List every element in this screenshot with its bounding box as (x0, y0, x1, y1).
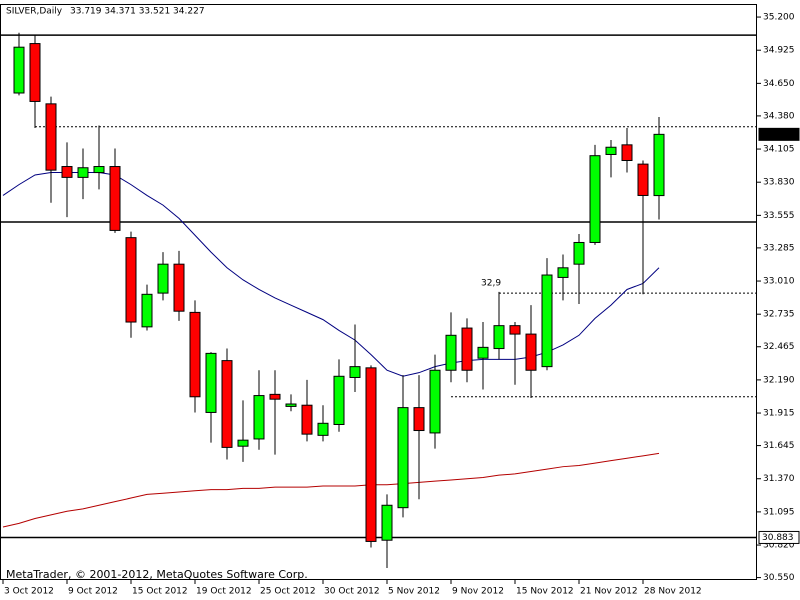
candle-body (381, 504, 393, 541)
candle-body (61, 166, 73, 178)
y-tick-label: 33.285 (763, 243, 795, 253)
price-label-box (758, 127, 800, 141)
candle-body (189, 311, 201, 398)
candle-body (13, 46, 25, 94)
y-tick-label: 34.650 (763, 79, 795, 89)
candle-body (509, 325, 521, 335)
candle-body (333, 375, 345, 425)
candle-body (589, 155, 601, 243)
y-tick-label: 33.830 (763, 178, 795, 188)
candle-body (573, 241, 585, 265)
candle-body (301, 404, 313, 435)
candle-body (45, 103, 57, 171)
candle-body (541, 274, 553, 368)
candle-body (157, 263, 169, 294)
candle-body (109, 166, 121, 231)
candle-body (461, 327, 473, 371)
candle-body (525, 333, 537, 371)
candle-body (77, 167, 89, 178)
candle-body (253, 395, 265, 440)
y-tick-label: 33.555 (763, 211, 795, 221)
candle-body (141, 293, 153, 328)
candle-body (445, 334, 457, 371)
candle-body (173, 263, 185, 312)
y-tick-label: 31.915 (763, 409, 795, 419)
x-tick-label: 9 Oct 2012 (68, 587, 118, 597)
y-tick-label: 32.465 (763, 342, 795, 352)
candle-body (429, 369, 441, 434)
y-tick-label: 32.190 (763, 375, 795, 385)
x-tick-label: 3 Oct 2012 (4, 587, 54, 597)
candle-body (269, 393, 281, 400)
x-tick-label: 15 Oct 2012 (132, 587, 188, 597)
footer: MetaTrader, © 2001-2012, MetaQuotes Soft… (6, 568, 308, 581)
candle-body (493, 325, 505, 350)
x-tick-label: 30 Oct 2012 (324, 587, 380, 597)
y-tick-label: 31.095 (763, 507, 795, 517)
candle-body (285, 403, 297, 407)
x-tick-label: 21 Nov 2012 (580, 587, 638, 597)
candle-body (413, 407, 425, 432)
candle-body (221, 360, 233, 448)
moving-average (2, 452, 660, 528)
y-tick-label: 33.010 (763, 277, 795, 287)
candle-body (317, 422, 329, 436)
x-tick-label: 5 Nov 2012 (388, 587, 440, 597)
candle-body (349, 366, 361, 378)
x-tick-label: 9 Nov 2012 (452, 587, 504, 597)
price-label: 30.883 (762, 533, 794, 543)
y-tick-label: 30.550 (763, 573, 795, 583)
x-tick-label: 28 Nov 2012 (644, 587, 702, 597)
candle-body (205, 352, 217, 413)
x-tick-label: 15 Nov 2012 (516, 587, 574, 597)
candle-body (125, 237, 137, 323)
y-tick-label: 34.105 (763, 145, 795, 155)
y-tick-label: 35.200 (763, 13, 795, 23)
candle-body (365, 367, 377, 542)
candle-body (397, 407, 409, 509)
plot-frame (0, 4, 757, 580)
candle-body (653, 133, 665, 197)
x-tick-label: 19 Oct 2012 (196, 587, 252, 597)
candle-body (29, 43, 41, 102)
candle-body (93, 166, 105, 174)
candle-body (637, 163, 649, 196)
price-label: 34.227 (762, 130, 794, 140)
y-tick-label: 34.380 (763, 111, 795, 121)
candle-body (621, 144, 633, 162)
y-tick-label: 31.645 (763, 441, 795, 451)
price-label-box (758, 530, 800, 544)
candle-body (557, 267, 569, 278)
title-values: 33.719 34.371 33.521 34.227 (70, 7, 205, 17)
annotation: 32,9 (481, 279, 501, 289)
y-tick-label: 30.820 (763, 541, 795, 551)
x-tick-label: 25 Oct 2012 (260, 587, 316, 597)
y-tick-label: 31.370 (763, 474, 795, 484)
candle-body (237, 439, 249, 447)
chart-title: SILVER,Daily (6, 7, 63, 17)
y-tick-label: 32.735 (763, 310, 795, 320)
candle-body (477, 346, 489, 359)
candle-body (605, 146, 617, 155)
y-tick-label: 34.925 (763, 46, 795, 56)
